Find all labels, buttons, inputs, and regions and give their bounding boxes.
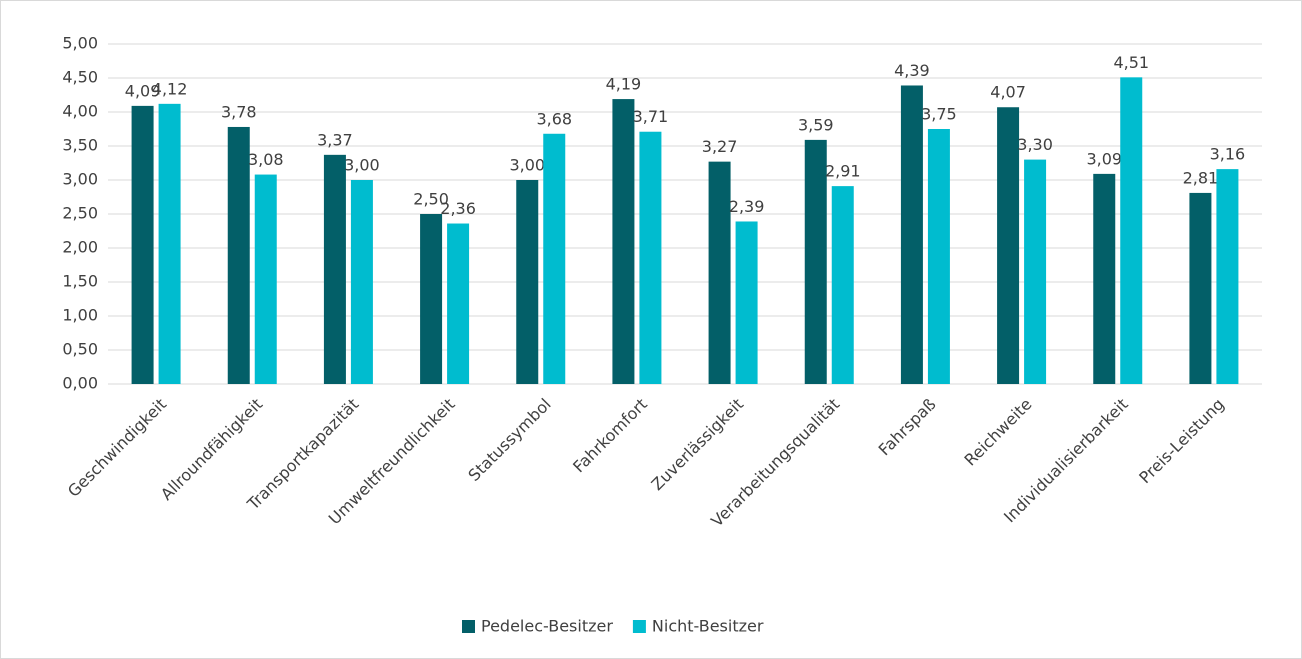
bar (735, 221, 758, 384)
data-label: 3,08 (248, 150, 284, 169)
bar (447, 223, 470, 384)
data-label: 2,50 (413, 190, 449, 209)
bar (323, 154, 346, 384)
bar (1093, 173, 1116, 384)
legend-label: Pedelec-Besitzer (481, 617, 613, 636)
y-tick-label: 4,50 (62, 68, 98, 87)
data-label: 4,19 (606, 75, 642, 94)
bar (131, 105, 154, 384)
data-label: 2,81 (1183, 168, 1219, 187)
data-label: 3,71 (633, 107, 669, 126)
bar (254, 174, 277, 384)
legend-marker (462, 620, 475, 633)
bar (708, 161, 731, 384)
data-label: 3,59 (798, 115, 834, 134)
data-label: 2,39 (729, 197, 765, 216)
bar (1189, 192, 1212, 384)
y-tick-label: 4,00 (62, 102, 98, 121)
data-label: 4,09 (125, 81, 161, 100)
y-tick-label: 1,00 (62, 306, 98, 325)
legend-label: Nicht-Besitzer (652, 617, 764, 636)
data-label: 3,37 (317, 130, 353, 149)
bar (612, 99, 635, 384)
y-tick-label: 3,50 (62, 136, 98, 155)
data-label: 4,39 (894, 61, 930, 80)
legend-marker (632, 620, 646, 633)
y-tick-label: 2,50 (62, 204, 98, 223)
y-tick-label: 5,00 (62, 34, 98, 53)
data-label: 4,12 (152, 79, 188, 98)
bar (927, 129, 950, 384)
y-tick-label: 0,00 (62, 374, 98, 393)
data-label: 3,09 (1086, 149, 1122, 168)
data-label: 3,75 (921, 105, 957, 124)
bar (158, 103, 181, 384)
y-tick-label: 2,00 (62, 238, 98, 257)
bar (639, 131, 662, 384)
data-label: 3,00 (509, 156, 545, 175)
bar (516, 180, 539, 384)
bar (997, 107, 1020, 385)
bar (420, 214, 443, 384)
bar (804, 139, 827, 384)
y-tick-label: 1,50 (62, 272, 98, 291)
data-label: 3,27 (702, 137, 738, 156)
bar (1120, 77, 1143, 384)
data-label: 3,16 (1210, 145, 1246, 164)
bar (227, 126, 250, 385)
y-tick-label: 3,00 (62, 170, 98, 189)
bar (543, 133, 566, 384)
bar (1216, 169, 1239, 384)
bar (350, 180, 373, 384)
data-label: 2,36 (440, 199, 476, 218)
data-label: 3,78 (221, 102, 257, 121)
data-label: 3,68 (536, 109, 572, 128)
data-label: 4,07 (990, 83, 1026, 102)
bar (1024, 159, 1047, 384)
data-label: 4,51 (1113, 53, 1149, 72)
y-tick-label: 0,50 (62, 340, 98, 359)
bar (900, 85, 923, 384)
data-label: 3,30 (1017, 135, 1053, 154)
bar (831, 186, 854, 384)
data-label: 3,00 (344, 156, 380, 175)
data-label: 2,91 (825, 162, 861, 181)
